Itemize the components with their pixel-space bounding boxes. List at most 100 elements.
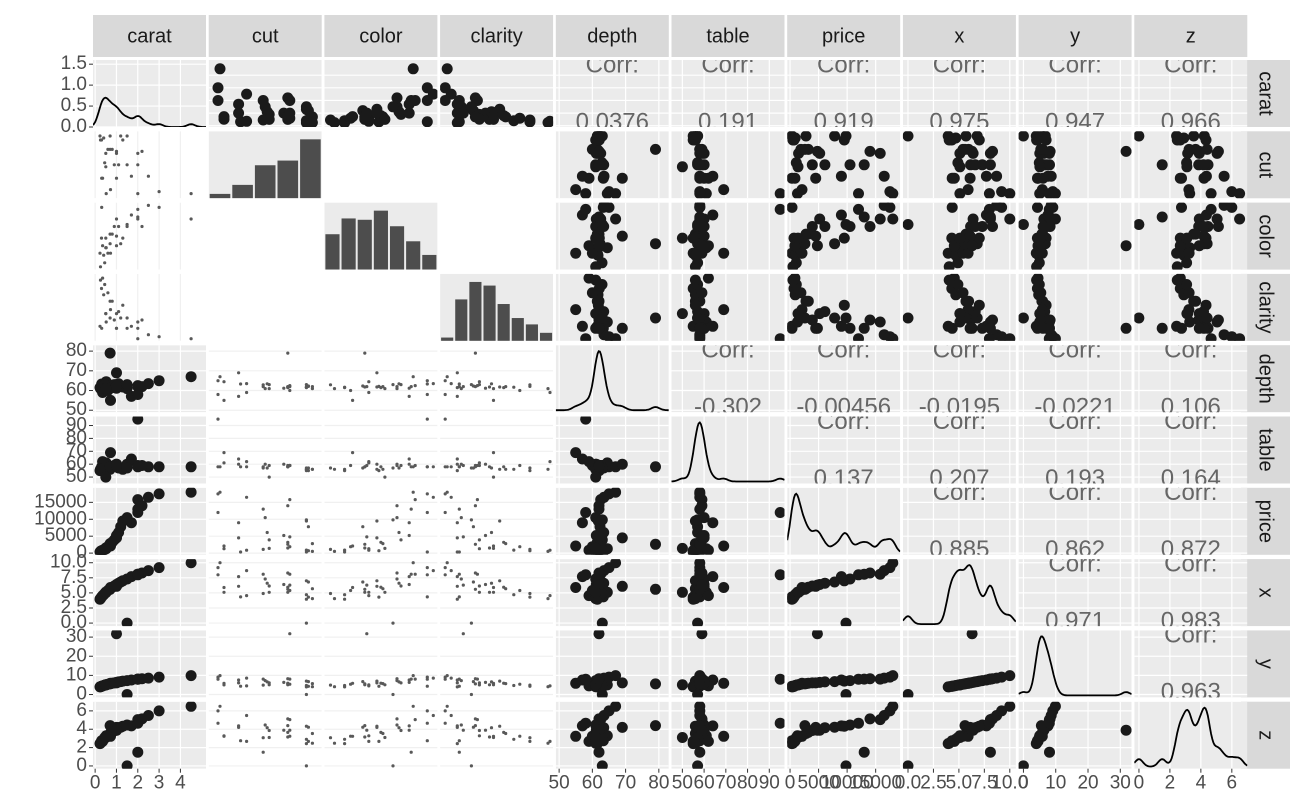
point [718, 304, 730, 316]
point [112, 163, 116, 167]
point [1200, 134, 1212, 146]
point [858, 746, 870, 758]
point [1034, 732, 1046, 743]
point [457, 507, 461, 511]
point [267, 546, 271, 551]
point [840, 760, 852, 769]
x-tick-label: 50 [672, 773, 693, 794]
point [718, 247, 730, 259]
panel [208, 630, 322, 698]
corr-value: 0.137 [814, 465, 874, 492]
panel [440, 273, 554, 341]
point [102, 253, 106, 257]
point [984, 211, 996, 223]
point [819, 221, 831, 232]
point [963, 295, 975, 307]
panel: Corr: 0.106 [1134, 345, 1248, 413]
point [343, 683, 347, 688]
point [377, 549, 381, 553]
point [245, 713, 249, 718]
point [973, 232, 985, 244]
panel-background [440, 487, 554, 555]
point [528, 736, 532, 740]
panel: Corr: 0.971 [1018, 559, 1132, 627]
point [792, 161, 804, 173]
point [1198, 159, 1209, 171]
x-tick-label: 2 [132, 773, 143, 794]
point [457, 684, 461, 688]
point [117, 224, 121, 229]
row-strip [1241, 273, 1290, 341]
panel [555, 630, 669, 698]
point [616, 580, 628, 592]
panel-background [93, 131, 206, 199]
point [593, 159, 605, 171]
point [596, 689, 608, 698]
density-line [787, 492, 901, 553]
point [443, 510, 447, 515]
point [367, 390, 371, 395]
point [153, 562, 165, 574]
panel-background [93, 273, 206, 341]
panel [1018, 131, 1132, 199]
panel [1018, 630, 1132, 698]
point [267, 590, 271, 594]
panel [1134, 131, 1248, 199]
point [421, 116, 433, 127]
column-label: x [954, 25, 964, 47]
point [1004, 701, 1016, 712]
point [212, 82, 224, 94]
point [650, 583, 661, 595]
point [498, 679, 502, 683]
point [570, 730, 582, 742]
point [222, 585, 226, 590]
column-label: cut [252, 25, 279, 47]
point [473, 465, 477, 469]
point [966, 630, 978, 640]
point [100, 205, 104, 209]
point [263, 387, 267, 391]
panel [671, 273, 785, 341]
point [838, 675, 850, 687]
point [153, 461, 165, 473]
panel [555, 487, 669, 555]
point [838, 232, 850, 244]
panel [671, 701, 785, 769]
panel [787, 559, 901, 627]
point [110, 232, 114, 236]
point [969, 221, 981, 232]
point [343, 593, 347, 597]
corr-label: Corr: [1048, 337, 1101, 364]
point [858, 673, 870, 685]
point [455, 371, 459, 375]
point [185, 559, 197, 569]
point [351, 451, 355, 455]
y-tick-label: 50 [66, 399, 87, 420]
point [304, 621, 308, 625]
point [1198, 221, 1209, 232]
point [792, 679, 804, 691]
point [787, 261, 799, 270]
point [491, 398, 496, 402]
point [286, 542, 290, 546]
point [391, 383, 395, 387]
x-tick-label: 3 [154, 773, 165, 794]
panel-background [208, 345, 322, 413]
point [1193, 322, 1205, 334]
y-tick-label: 30 [66, 626, 87, 647]
column-label: depth [587, 25, 637, 47]
panel-background [440, 416, 554, 484]
bar [277, 160, 299, 199]
point [237, 681, 241, 685]
point [125, 134, 129, 138]
point [103, 261, 107, 265]
bar [497, 304, 510, 341]
point [425, 382, 429, 386]
point [1181, 232, 1193, 244]
point [103, 161, 107, 165]
point [1198, 172, 1210, 184]
density-line [671, 421, 785, 483]
point [125, 326, 129, 330]
point [397, 382, 401, 386]
point [954, 188, 966, 199]
